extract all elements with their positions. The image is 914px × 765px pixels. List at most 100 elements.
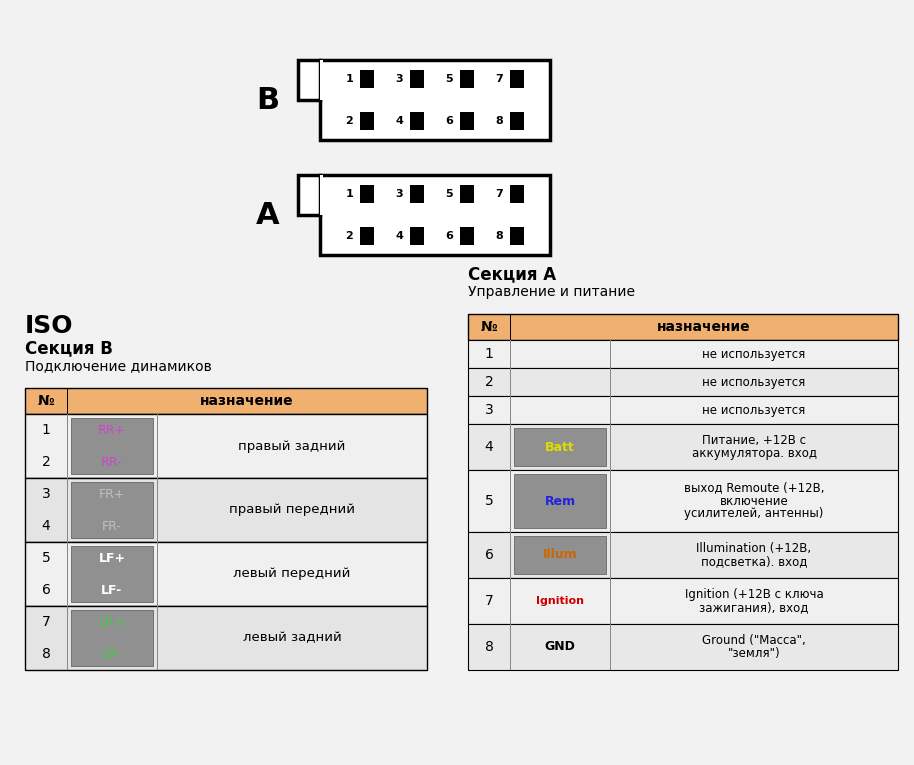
Bar <box>157 606 158 670</box>
Text: 8: 8 <box>41 647 50 661</box>
Bar <box>320 60 323 100</box>
Text: Управление и питание: Управление и питание <box>468 285 635 299</box>
Text: №: № <box>481 320 497 334</box>
Bar <box>67 388 68 414</box>
Bar <box>410 70 424 88</box>
Text: подсветка). вход: подсветка). вход <box>701 555 807 568</box>
Bar <box>460 227 474 245</box>
Text: 3: 3 <box>396 189 403 199</box>
Text: 2: 2 <box>345 231 353 241</box>
Bar <box>468 396 898 424</box>
Bar <box>157 478 158 542</box>
Text: правый задний: правый задний <box>239 440 345 453</box>
Text: 6: 6 <box>41 583 50 597</box>
Bar <box>298 175 320 215</box>
Text: Batt: Batt <box>545 441 575 454</box>
Text: назначение: назначение <box>200 394 293 408</box>
Text: Illumination (+12В,: Illumination (+12В, <box>696 542 812 555</box>
Text: 6: 6 <box>484 548 494 562</box>
Bar <box>468 470 898 532</box>
Bar <box>610 396 611 424</box>
Bar <box>410 185 424 203</box>
Bar <box>320 60 550 140</box>
Text: Illum: Illum <box>543 549 578 562</box>
Bar <box>510 532 511 578</box>
Bar <box>610 578 611 624</box>
Text: RR+: RR+ <box>98 424 126 437</box>
Bar <box>71 610 153 666</box>
Text: правый передний: правый передний <box>229 503 355 516</box>
Text: Ignition: Ignition <box>536 596 584 606</box>
Text: №: № <box>37 394 54 408</box>
Text: усилителей, антенны): усилителей, антенны) <box>685 507 824 520</box>
Bar <box>460 185 474 203</box>
Bar <box>510 314 511 340</box>
Text: 4: 4 <box>395 231 403 241</box>
Text: 1: 1 <box>345 189 353 199</box>
Text: 5: 5 <box>445 189 453 199</box>
Text: 2: 2 <box>42 455 50 469</box>
Text: LF-: LF- <box>101 584 122 597</box>
Bar <box>360 70 374 88</box>
Bar <box>157 542 158 606</box>
Bar <box>71 418 153 474</box>
Bar <box>510 396 511 424</box>
Text: 5: 5 <box>445 74 453 84</box>
Bar <box>25 606 427 670</box>
Text: 5: 5 <box>42 551 50 565</box>
Text: 8: 8 <box>495 231 503 241</box>
Text: не используется: не используется <box>702 403 805 416</box>
Text: 7: 7 <box>484 594 494 608</box>
Text: не используется: не используется <box>702 347 805 360</box>
Bar <box>157 414 158 478</box>
Text: A: A <box>256 200 280 230</box>
Text: Ignition (+12В с ключа: Ignition (+12В с ключа <box>685 588 824 601</box>
Bar <box>67 414 68 478</box>
Text: Секция B: Секция B <box>25 339 112 357</box>
Text: левый передний: левый передний <box>233 568 351 581</box>
Bar <box>67 542 68 606</box>
Bar <box>460 112 474 130</box>
Text: Rem: Rem <box>545 494 576 507</box>
Text: назначение: назначение <box>657 320 750 334</box>
Text: 7: 7 <box>42 615 50 629</box>
Bar <box>610 532 611 578</box>
Bar <box>468 424 898 470</box>
Bar <box>510 227 524 245</box>
Text: ISO: ISO <box>25 314 73 338</box>
Text: 1: 1 <box>484 347 494 361</box>
Text: Секция A: Секция A <box>468 265 556 283</box>
Bar <box>320 175 323 215</box>
Text: 6: 6 <box>445 231 453 241</box>
Text: 4: 4 <box>395 116 403 126</box>
Text: FR+: FR+ <box>99 487 125 500</box>
Bar <box>25 478 427 542</box>
Text: 4: 4 <box>484 440 494 454</box>
Text: 7: 7 <box>495 189 503 199</box>
Bar <box>67 606 68 670</box>
Text: 2: 2 <box>484 375 494 389</box>
Text: 8: 8 <box>495 116 503 126</box>
Bar <box>510 424 511 470</box>
Bar <box>468 368 898 396</box>
Bar <box>298 60 320 100</box>
Bar <box>360 185 374 203</box>
Bar <box>468 532 898 578</box>
Text: зажигания), вход: зажигания), вход <box>699 601 809 614</box>
Bar <box>25 542 427 606</box>
Text: Ground ("Масса",: Ground ("Масса", <box>702 634 806 647</box>
Text: LF+: LF+ <box>99 552 125 565</box>
Text: GND: GND <box>545 640 576 653</box>
Bar <box>468 624 898 670</box>
Bar <box>468 340 898 368</box>
Bar <box>510 70 524 88</box>
Text: RR-: RR- <box>101 455 122 468</box>
Text: 6: 6 <box>445 116 453 126</box>
Text: 3: 3 <box>42 487 50 501</box>
Text: 1: 1 <box>41 423 50 437</box>
Bar <box>25 388 427 414</box>
Bar <box>468 314 898 340</box>
Bar <box>360 227 374 245</box>
Text: 8: 8 <box>484 640 494 654</box>
Text: 3: 3 <box>396 74 403 84</box>
